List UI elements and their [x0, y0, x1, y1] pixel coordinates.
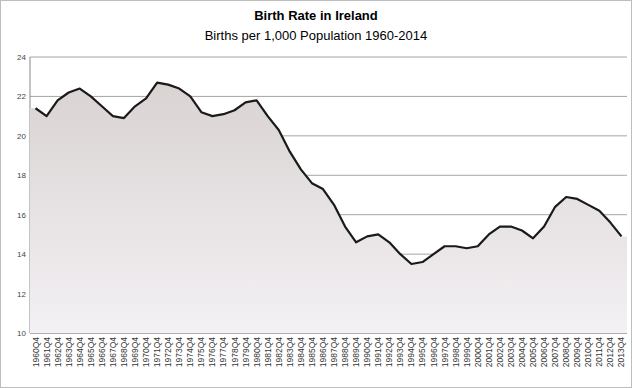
- x-tick-label: 1980Q4: [252, 337, 262, 368]
- grid-line: [30, 96, 627, 97]
- x-tick-label: 2013Q4: [616, 337, 626, 368]
- x-tick-label: 1993Q4: [395, 337, 405, 368]
- x-tick-label: 1970Q4: [141, 337, 151, 368]
- x-tick-label: 1989Q4: [351, 337, 361, 368]
- x-tick-label: 2006Q4: [539, 337, 549, 368]
- y-tick-label: 24: [17, 53, 26, 62]
- x-tick-label: 1975Q4: [196, 337, 206, 368]
- x-tick-label: 1966Q4: [97, 337, 107, 368]
- x-tick-label: 1976Q4: [207, 337, 217, 368]
- y-tick-label: 12: [17, 290, 26, 299]
- x-tick-label: 1973Q4: [174, 337, 184, 368]
- x-tick-label: 1981Q4: [263, 337, 273, 368]
- x-tick-label: 1963Q4: [64, 337, 74, 368]
- y-tick-label: 16: [17, 211, 26, 220]
- x-tick-label: 1994Q4: [406, 337, 416, 368]
- x-tick-label: 1986Q4: [318, 337, 328, 368]
- x-tick-label: 1995Q4: [417, 337, 427, 368]
- x-tick-label: 2005Q4: [528, 337, 538, 368]
- x-tick-label: 1969Q4: [130, 337, 140, 368]
- x-tick-label: 2007Q4: [550, 337, 560, 368]
- x-tick-label: 2001Q4: [484, 337, 494, 368]
- x-tick-label: 1998Q4: [451, 337, 461, 368]
- grid-line: [30, 57, 627, 58]
- y-tick-label: 14: [17, 250, 26, 259]
- y-tick-label: 22: [17, 92, 26, 101]
- x-tick-label: 1960Q4: [31, 337, 41, 368]
- x-tick-label: 1991Q4: [373, 337, 383, 368]
- x-tick-label: 2004Q4: [517, 337, 527, 368]
- x-tick-label: 1972Q4: [163, 337, 173, 368]
- area: [30, 83, 627, 333]
- x-tick-label: 1978Q4: [230, 337, 240, 368]
- x-tick-label: 1982Q4: [274, 337, 284, 368]
- x-tick-label: 1961Q4: [42, 337, 52, 368]
- x-tick-label: 1965Q4: [86, 337, 96, 368]
- x-tick-label: 1999Q4: [462, 337, 472, 368]
- x-tick-label: 1992Q4: [384, 337, 394, 368]
- line: [36, 83, 622, 264]
- x-tick-label: 2002Q4: [495, 337, 505, 368]
- x-tick-label: 1962Q4: [53, 337, 63, 368]
- x-tick-label: 1990Q4: [362, 337, 372, 368]
- y-tick-label: 10: [17, 329, 26, 338]
- plot-area: [30, 83, 627, 333]
- chart: Birth Rate in Ireland Births per 1,000 Po…: [0, 0, 632, 388]
- x-tick-label: 2012Q4: [605, 337, 615, 368]
- x-tick-label: 1988Q4: [340, 337, 350, 368]
- x-tick-label: 1983Q4: [285, 337, 295, 368]
- frame: [1, 1, 632, 388]
- x-tick-label: 1987Q4: [329, 337, 339, 368]
- y-tick-label: 18: [17, 171, 26, 180]
- title: Birth Rate in Ireland: [254, 8, 378, 23]
- x-tick-label: 1964Q4: [75, 337, 85, 368]
- subtitle: Births per 1,000 Population 1960-2014: [205, 28, 428, 43]
- x-tick-label: 2000Q4: [473, 337, 483, 368]
- x-tick-label: 1977Q4: [218, 337, 228, 368]
- x-tick-label: 1968Q4: [119, 337, 129, 368]
- x-tick-label: 2009Q4: [572, 337, 582, 368]
- x-tick-label: 1985Q4: [307, 337, 317, 368]
- x-tick-label: 1984Q4: [296, 337, 306, 368]
- x-tick-label: 1996Q4: [429, 337, 439, 368]
- x-tick-label: 1997Q4: [440, 337, 450, 368]
- x-tick-label: 2008Q4: [561, 337, 571, 368]
- x-tick-label: 2003Q4: [506, 337, 516, 368]
- x-tick-label: 1971Q4: [152, 337, 162, 368]
- x-tick-label: 1967Q4: [108, 337, 118, 368]
- x-tick-label: 2010Q4: [583, 337, 593, 368]
- x-tick-label: 1974Q4: [185, 337, 195, 368]
- x-tick-label: 2011Q4: [594, 337, 604, 367]
- y-tick-label: 20: [17, 132, 26, 141]
- x-tick-label: 1979Q4: [241, 337, 251, 368]
